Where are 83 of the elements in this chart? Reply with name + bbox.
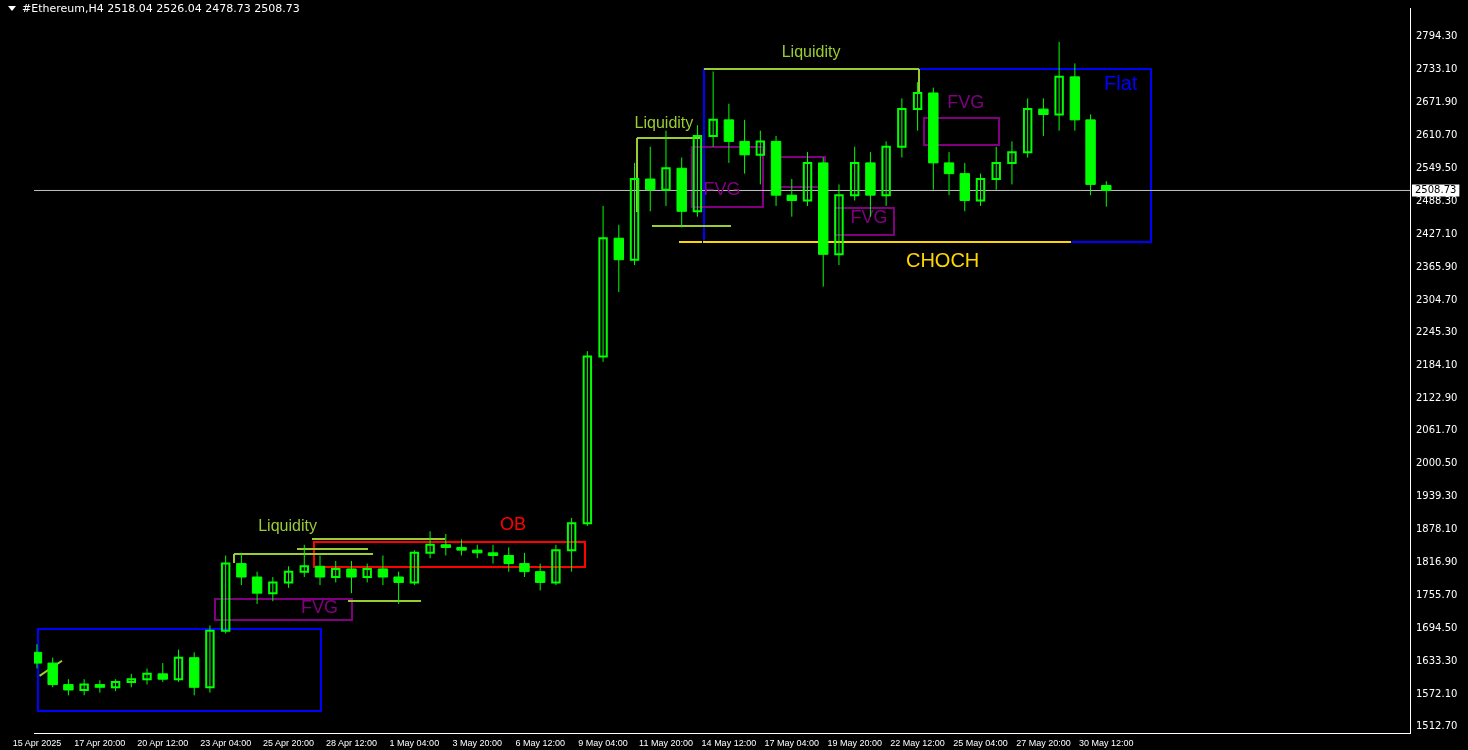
- y-tick-label: 1939.30: [1416, 490, 1458, 502]
- candlestick: [79, 678, 89, 696]
- annotation: Liquidity: [634, 113, 694, 131]
- annotation: FVG: [300, 597, 338, 618]
- candlestick: [802, 151, 813, 207]
- candlestick: [834, 183, 844, 266]
- x-tick-label: 25 May 04:00: [953, 737, 1008, 748]
- y-tick-label: 2427.10: [1416, 227, 1458, 239]
- candlestick: [849, 146, 860, 202]
- y-tick-label: 1878.10: [1416, 523, 1458, 535]
- annotation: OB: [499, 513, 526, 534]
- y-tick-label: 2488.30: [1416, 195, 1458, 207]
- candlestick: [142, 667, 152, 686]
- y-tick-label: 1633.30: [1416, 654, 1458, 666]
- candlestick: [362, 563, 372, 583]
- candlestick: [331, 560, 341, 583]
- y-tick-label: 2733.10: [1416, 63, 1458, 75]
- annotation: FVG: [947, 91, 985, 112]
- x-tick-label: 1 May 04:00: [389, 737, 440, 748]
- candlestick: [1054, 41, 1064, 132]
- x-tick-label: 22 May 12:00: [890, 737, 945, 748]
- chart-title: #Ethereum,H4 2518.04 2526.04 2478.73 2508.73: [22, 2, 300, 15]
- candlestick: [629, 162, 640, 266]
- x-tick-label: 11 May 20:00: [639, 737, 693, 748]
- y-tick-label: 2365.90: [1416, 260, 1458, 272]
- y-tick-label: 2245.30: [1416, 325, 1458, 337]
- candlestick: [881, 140, 891, 207]
- candlestick: [205, 624, 215, 694]
- y-tick-label: 1512.70: [1416, 719, 1458, 731]
- candlestick: [991, 146, 1001, 191]
- x-tick-label: 17 May 04:00: [764, 737, 820, 748]
- candlestick: [173, 649, 184, 683]
- candlestick: [220, 555, 231, 634]
- x-tick-label: 19 May 20:00: [827, 737, 882, 748]
- candlestick: [1007, 140, 1017, 185]
- x-tick-label: 15 Apr 2025: [12, 737, 62, 748]
- y-tick-label: 2122.90: [1416, 391, 1458, 403]
- candlestick: [598, 205, 608, 363]
- candlestick: [1022, 97, 1033, 159]
- x-tick-label: 23 Apr 04:00: [200, 737, 252, 748]
- annotation: Liquidity: [781, 43, 841, 61]
- x-tick-label: 25 Apr 20:00: [263, 737, 315, 748]
- x-tick-label: 3 May 20:00: [452, 737, 503, 748]
- annotation: CHOCH: [905, 249, 980, 272]
- candlestick: [755, 130, 766, 185]
- x-tick-label: 30 May 12:00: [1079, 737, 1134, 748]
- candlestick: [897, 97, 907, 159]
- y-tick-label: 2184.10: [1416, 358, 1458, 370]
- candlestick: [566, 517, 577, 573]
- y-tick-label: 1572.10: [1416, 687, 1458, 699]
- annotation: FVG: [850, 207, 888, 228]
- x-tick-label: 14 May 12:00: [701, 737, 757, 748]
- candlestick: [346, 560, 357, 594]
- candlestick: [283, 565, 294, 589]
- candlestick: [425, 530, 435, 559]
- candlestick: [692, 124, 703, 218]
- y-tick-label: 2794.30: [1416, 30, 1458, 42]
- candlestick: [268, 576, 278, 602]
- y-tick-label: 2671.90: [1416, 96, 1458, 108]
- annotation: Flat: [1104, 72, 1138, 95]
- candlestick: [299, 544, 309, 578]
- candlestick: [551, 544, 561, 586]
- annotation: Liquidity: [258, 517, 317, 535]
- y-tick-label: 2610.70: [1416, 129, 1458, 141]
- candlestick: [582, 350, 593, 527]
- candlestick: [975, 173, 986, 207]
- x-tick-label: 17 Apr 20:00: [74, 737, 126, 748]
- y-tick-label: 2549.50: [1416, 162, 1458, 174]
- candlestick: [661, 130, 671, 207]
- x-tick-label: 27 May 20:00: [1016, 737, 1071, 748]
- candlestick: [708, 70, 718, 148]
- y-tick-label: 1694.50: [1416, 621, 1458, 633]
- y-tick-label: 2000.50: [1416, 457, 1458, 469]
- y-tick-label: 1816.90: [1416, 556, 1458, 568]
- ref-line-label: 2508.73: [1415, 184, 1457, 196]
- x-tick-label: 28 Apr 12:00: [325, 737, 377, 748]
- x-tick-label: 20 Apr 12:00: [137, 737, 189, 748]
- x-tick-label: 6 May 12:00: [515, 737, 565, 748]
- y-tick-label: 2061.70: [1416, 424, 1458, 436]
- x-tick-label: 9 May 04:00: [578, 737, 628, 748]
- y-tick-label: 2304.70: [1416, 293, 1458, 305]
- y-tick-label: 1755.70: [1416, 589, 1458, 601]
- candlestick: [409, 549, 420, 586]
